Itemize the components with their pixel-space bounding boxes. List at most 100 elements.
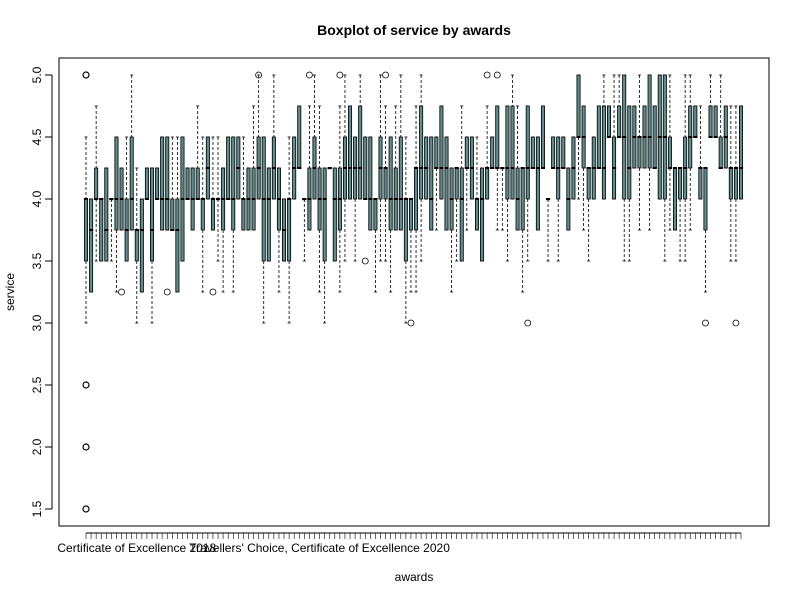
box-group [723,105,728,169]
y-tick-label: 2.5 [30,376,44,393]
box-group [545,198,551,262]
box-group [683,74,688,262]
box-group [281,198,287,262]
box [703,167,708,231]
box-group [353,136,358,262]
box [89,198,94,293]
box-group [287,136,292,324]
box-group [342,74,348,262]
box [398,136,403,231]
box-group [429,136,434,231]
box-group [515,105,520,231]
box [134,229,139,262]
box-group [255,71,263,200]
box [561,136,566,169]
box-group [292,136,297,200]
box-group [170,136,175,231]
box [474,198,479,231]
box [728,167,733,200]
box [520,167,525,231]
box-group [163,136,171,296]
box [647,74,652,169]
box [667,136,672,169]
outlier-point [336,71,344,79]
box [388,136,393,231]
box [210,198,215,231]
box-group [657,74,662,200]
box [698,167,703,200]
box [713,105,718,138]
box [185,167,190,200]
box-group [738,105,744,200]
box-group [419,74,424,262]
box-group [271,74,276,200]
box [733,167,738,200]
box-group [677,167,683,262]
x-tick-label: Travellers' Choice, Certificate of Excel… [189,541,450,555]
box-group [561,136,566,169]
box-group [611,74,617,200]
box-group [266,167,271,262]
box-group [483,71,491,200]
y-tick-label: 2.0 [30,438,44,455]
box-group [728,105,733,262]
box-group [571,136,576,200]
box [94,167,99,200]
box-group [642,105,647,169]
y-axis: 1.5 2.0 2.5 3.0 3.5 4.0 4.5 5.0 [30,66,53,517]
box [652,105,657,169]
box-group [637,74,642,231]
box-group [241,136,246,231]
box [368,136,373,231]
box [226,136,231,200]
x-tick-label: Certificate of Excellence 2018 [57,541,216,555]
box-group [373,198,378,293]
box [144,167,149,200]
outlier-point [524,319,532,327]
box [414,167,419,231]
box-group [688,74,693,231]
outlier-point [82,505,90,513]
outlier-point [306,71,313,79]
box-group [231,136,236,293]
outlier-point [407,319,415,327]
box [150,167,155,262]
y-tick-label: 5.0 [30,66,44,83]
box [348,105,353,200]
box [490,136,495,169]
box [332,167,337,262]
box-group [469,136,474,200]
box [495,105,500,169]
box-group [220,167,226,293]
box-group [114,136,119,293]
box-group [596,105,601,169]
box [693,105,698,138]
box-group [378,74,383,262]
box-group [297,105,302,169]
box-group [347,105,353,200]
box [540,105,545,169]
box-group [520,167,525,293]
box [195,167,200,200]
box [485,167,490,200]
box-group [83,136,89,324]
box [170,198,175,231]
box-group [586,167,591,262]
box-group [493,71,501,231]
box [505,105,510,200]
box-group [551,136,556,169]
box [510,105,515,200]
box-group [459,105,464,262]
box-group [698,105,703,200]
chart-title: Boxplot of service by awards [317,22,511,38]
box [672,167,677,231]
box [403,198,408,262]
box-group [358,74,363,200]
y-tick-label: 1.5 [30,500,44,517]
box-group [591,136,596,200]
y-tick-label: 3.5 [30,252,44,269]
box-group [236,136,241,200]
box-group [361,136,369,265]
outlier-point [255,71,263,79]
box [297,105,302,169]
